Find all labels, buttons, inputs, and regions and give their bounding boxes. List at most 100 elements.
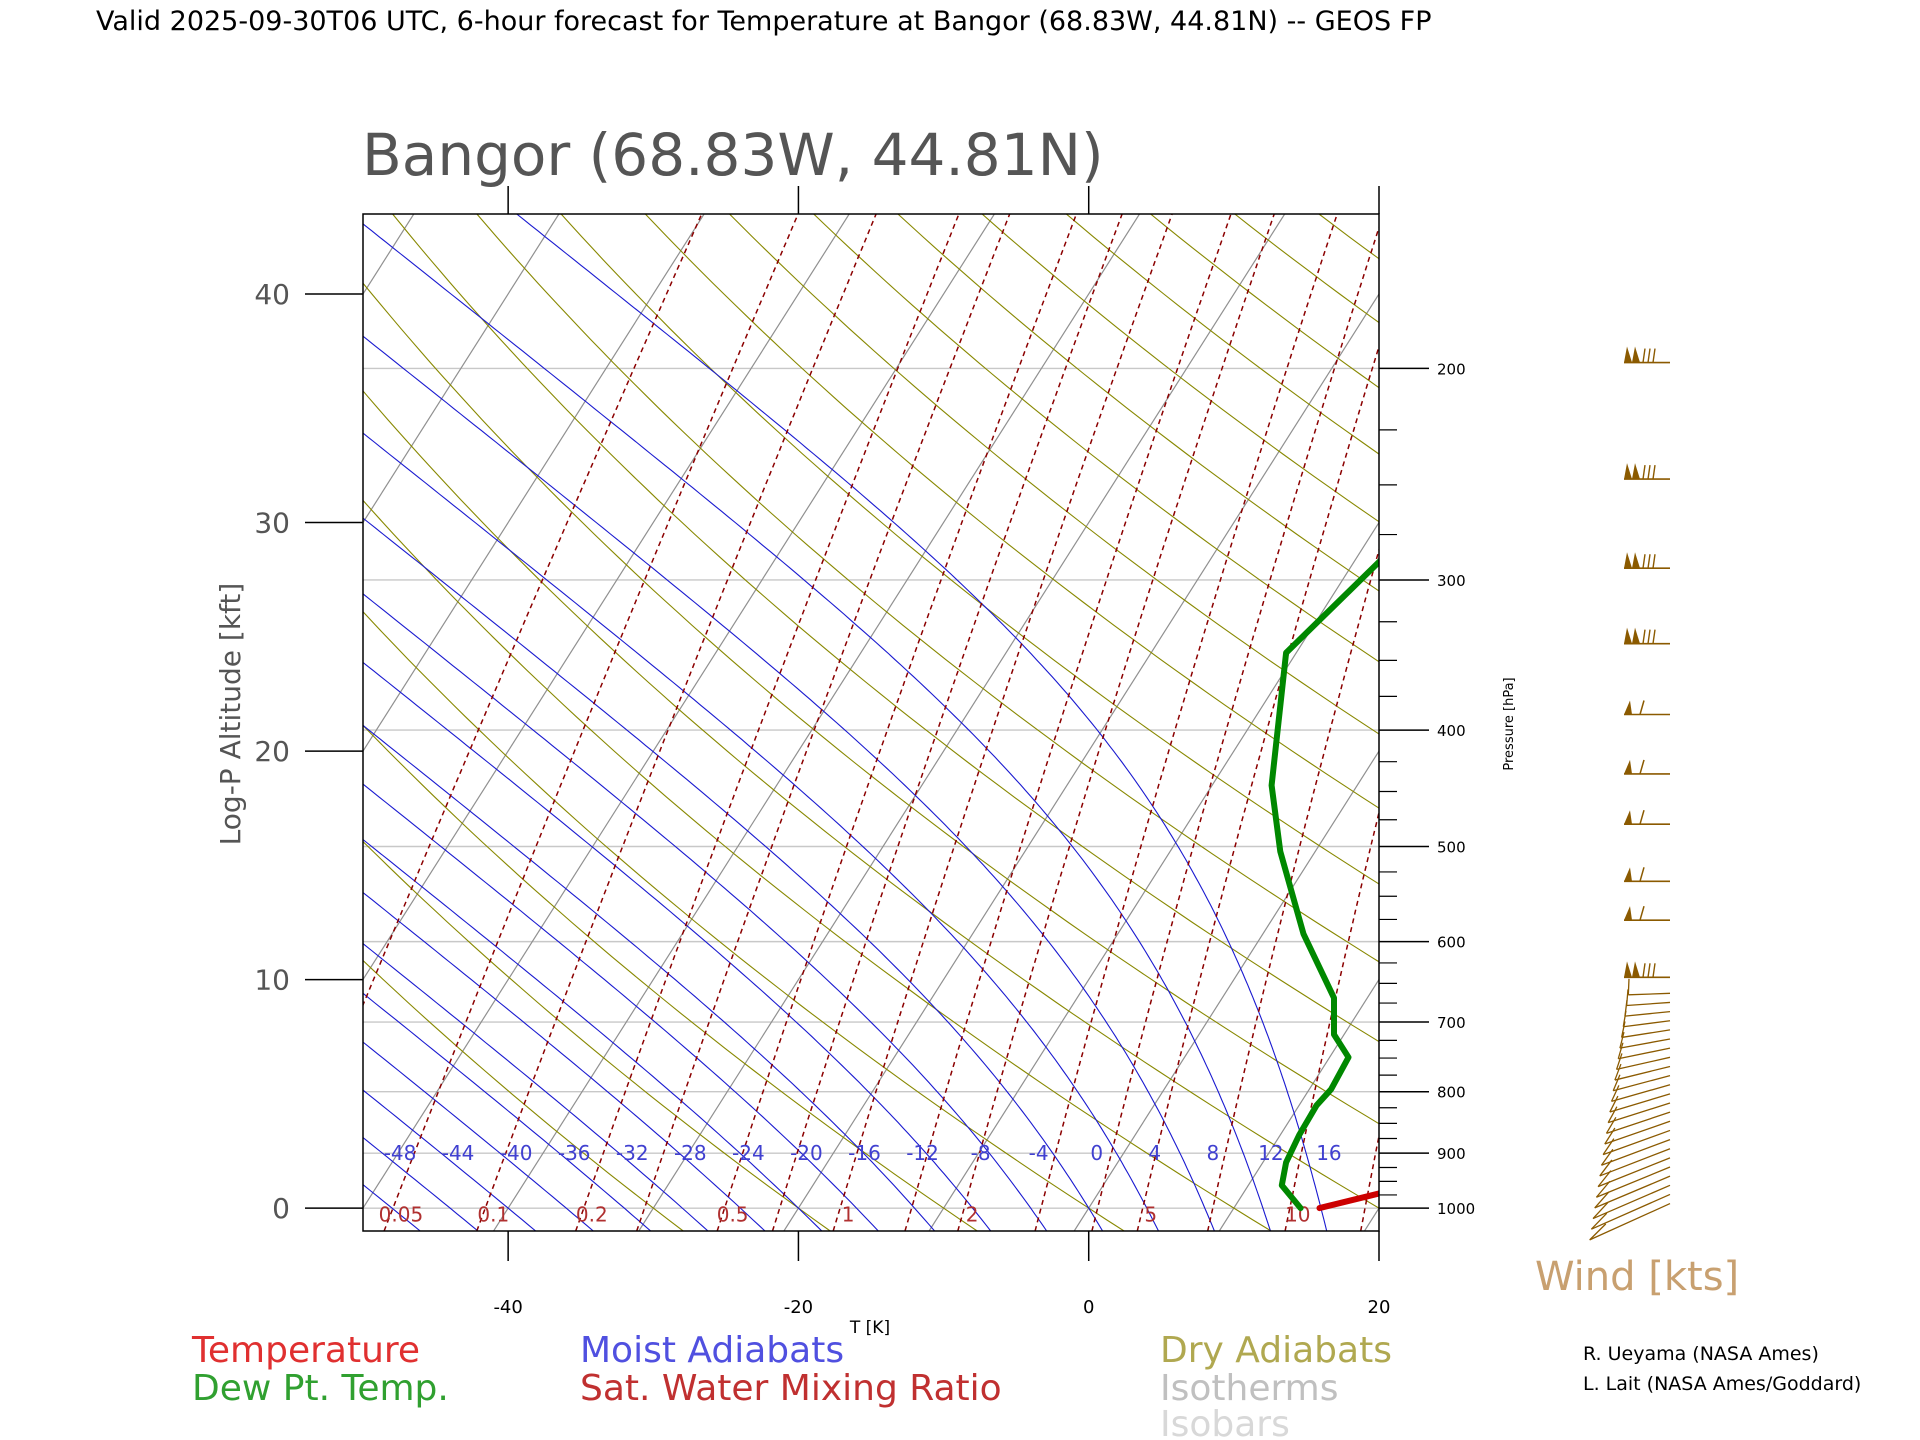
dry-adiabat-line — [392, 214, 1379, 1043]
mixing-ratio-line — [1136, 343, 1379, 1231]
x-axis-label: T [K] — [849, 1318, 890, 1338]
moist-adiabat-line — [363, 724, 936, 1231]
dry-adiabat-line — [560, 214, 1379, 885]
moist-adiabat-label: -28 — [674, 1141, 707, 1165]
wind-barb — [1607, 1102, 1671, 1124]
wind-barb — [1604, 1120, 1671, 1145]
wind-barb — [1620, 1021, 1671, 1039]
moist-adiabat-label: -44 — [442, 1141, 475, 1165]
dry-adiabat-line — [644, 214, 1379, 809]
wind-barb — [1592, 1184, 1671, 1220]
wind-barb — [1619, 1031, 1671, 1049]
wind-barb — [1590, 1193, 1671, 1230]
isotherm-line — [928, 521, 1379, 1231]
dry-adiabat-line — [363, 390, 1379, 1209]
x-tick-label: 0 — [1083, 1297, 1094, 1318]
dry-adiabat-line — [363, 959, 684, 1231]
wind-barb — [1624, 867, 1670, 883]
dry-adiabat-line — [1150, 214, 1379, 389]
isotherm-line — [783, 292, 1379, 1231]
plot-frame — [362, 213, 1380, 1232]
moist-adiabat-line — [363, 1041, 594, 1231]
y-tick-label: 20 — [254, 735, 290, 768]
mixing-ratio-labels: 0.05 0.1 0.2 0.5 1 2 5 10 — [379, 1202, 1311, 1226]
wind-barb — [1624, 961, 1670, 979]
wind-barb — [1624, 463, 1670, 480]
isobar-lines — [363, 367, 1379, 1209]
wind-barb — [1612, 1074, 1671, 1092]
wind-barb — [1615, 1053, 1671, 1071]
moist-adiabat-label: -8 — [971, 1141, 991, 1165]
moist-adiabat-label: 4 — [1148, 1141, 1161, 1165]
wind-barb — [1595, 1166, 1671, 1198]
isotherm-line — [0, 214, 124, 1231]
mixing-ratio-label: 0.1 — [477, 1202, 509, 1226]
wind-barb — [1605, 1111, 1671, 1134]
mixing-ratio-line — [904, 214, 1232, 1231]
isotherm-line — [363, 214, 560, 524]
moist-adiabat-line — [363, 992, 652, 1231]
mixing-ratio-label: 1 — [842, 1202, 855, 1226]
mixing-ratio-line — [1697, 214, 1865, 1231]
pressure-tick-label: 700 — [1437, 1014, 1466, 1032]
credit-ueyama: R. Ueyama (NASA Ames) — [1583, 1343, 1819, 1365]
mixing-ratio-line — [1788, 214, 1920, 1231]
legend-isotherms: Isotherms — [1160, 1368, 1338, 1409]
dry-adiabat-line — [897, 214, 1379, 592]
pressure-tick-label: 500 — [1437, 838, 1466, 856]
dry-adiabat-line — [363, 499, 1272, 1231]
isotherm-lines — [0, 214, 1379, 1231]
moist-adiabat-label: -32 — [616, 1141, 649, 1165]
moist-adiabat-label: 12 — [1258, 1141, 1283, 1165]
wind-barb — [1624, 552, 1670, 570]
mixing-ratio-line — [476, 214, 877, 1231]
wind-barb — [1589, 1202, 1671, 1241]
legend-temperature: Temperature — [191, 1330, 420, 1371]
wind-barb — [1594, 1175, 1671, 1209]
legend-dewpoint: Dew Pt. Temp. — [192, 1368, 449, 1409]
wind-barb — [1624, 346, 1670, 364]
pressure-tick-label: 400 — [1437, 722, 1466, 740]
dry-adiabat-line — [363, 610, 1125, 1231]
moist-adiabat-line — [363, 335, 1215, 1231]
mixing-ratio-line — [574, 214, 960, 1231]
wind-barb — [1624, 759, 1670, 775]
dry-adiabat-line — [981, 214, 1379, 523]
mixing-ratio-lines — [363, 214, 1920, 1231]
y-axis-label: Log-P Altitude [kft] — [214, 583, 247, 846]
pressure-tick-label: 900 — [1437, 1145, 1466, 1163]
wind-barb — [1625, 989, 1671, 1007]
moist-adiabat-line — [363, 593, 1048, 1231]
credit-lait: L. Lait (NASA Ames/Goddard) — [1583, 1373, 1861, 1395]
wind-barb — [1622, 1010, 1671, 1028]
mixing-ratio-line — [1091, 225, 1379, 1231]
moist-adiabat-line — [363, 891, 766, 1231]
pressure-tick-label: 300 — [1437, 572, 1466, 590]
moist-adiabat-label: -4 — [1029, 1141, 1049, 1165]
mixing-ratio-line — [363, 214, 703, 1007]
moist-adiabat-label: 16 — [1316, 1141, 1341, 1165]
wind-barb — [1617, 1042, 1671, 1060]
mixing-ratio-line — [1444, 214, 1666, 1231]
moist-adiabat-line — [363, 432, 1159, 1231]
isotherm-line — [493, 214, 1141, 1231]
y-tick-label: 0 — [272, 1192, 290, 1225]
mixing-ratio-label: 5 — [1144, 1202, 1157, 1226]
x-tick-label: 20 — [1368, 1297, 1391, 1318]
moist-adiabat-labels: -48 -44 -40 -36 -32 -28 -24 -20 -16 -12 -8 -4 0 4 8 12 1… — [384, 1141, 1342, 1165]
moist-adiabat-line — [363, 661, 992, 1231]
mixing-ratio-line — [957, 214, 1275, 1231]
valid-header: Valid 2025-09-30T06 UTC, 6-hour forecast… — [96, 6, 1432, 37]
mixing-ratio-line — [1206, 547, 1379, 1231]
isotherm-line — [1218, 978, 1379, 1231]
legend-dry-adiabats: Dry Adiabats — [1160, 1330, 1392, 1371]
wind-barb — [1597, 1157, 1671, 1188]
moist-adiabat-line — [363, 223, 1272, 1231]
isotherm-line — [363, 214, 415, 296]
moist-adiabat-lines — [363, 214, 1328, 1231]
sounding-series — [1268, 557, 1379, 1212]
mixing-ratio-line — [635, 214, 1011, 1231]
mixing-ratio-line — [771, 214, 1123, 1231]
